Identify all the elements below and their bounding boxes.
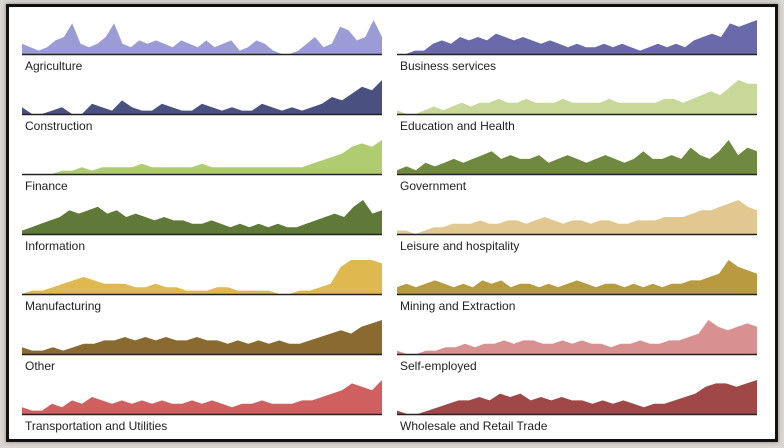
sparkline-panel: Finance bbox=[22, 136, 384, 196]
sparkline-panel: Agriculture bbox=[22, 16, 384, 76]
series-label: Self-employed bbox=[400, 359, 477, 373]
area-series bbox=[397, 80, 757, 114]
area-chart bbox=[397, 20, 757, 56]
area-chart bbox=[397, 320, 757, 356]
sparkline-panel: Education and Health bbox=[397, 76, 759, 136]
area-series bbox=[397, 320, 757, 354]
series-label: Leisure and hospitality bbox=[400, 239, 520, 253]
area-series bbox=[22, 260, 382, 294]
area-chart bbox=[397, 80, 757, 116]
series-label: Other bbox=[25, 359, 56, 373]
area-series bbox=[22, 140, 382, 174]
area-chart bbox=[22, 80, 382, 116]
area-chart bbox=[22, 20, 382, 56]
sparkline-panel: Other bbox=[22, 316, 384, 376]
area-series bbox=[397, 260, 757, 294]
series-label: Business services bbox=[400, 59, 497, 73]
area-chart bbox=[22, 200, 382, 236]
area-chart bbox=[22, 320, 382, 356]
sparkline-panel: Leisure and hospitality bbox=[397, 196, 759, 256]
sparkline-panel: Wholesale and Retail Trade bbox=[397, 376, 759, 436]
area-chart bbox=[22, 260, 382, 296]
area-series bbox=[397, 380, 757, 414]
sparkline-panel: Manufacturing bbox=[22, 256, 384, 316]
series-label: Mining and Extraction bbox=[400, 299, 516, 313]
series-label: Construction bbox=[25, 119, 93, 133]
sparkline-panel: Business services bbox=[397, 16, 759, 76]
sparkline-panel: Government bbox=[397, 136, 759, 196]
sparkline-panel: Self-employed bbox=[397, 316, 759, 376]
area-chart bbox=[397, 200, 757, 236]
sparkline-panel: Information bbox=[22, 196, 384, 256]
area-chart bbox=[397, 140, 757, 176]
sparkline-panel: Mining and Extraction bbox=[397, 256, 759, 316]
area-chart bbox=[397, 260, 757, 296]
area-chart bbox=[397, 380, 757, 416]
area-series bbox=[22, 20, 382, 54]
sparkline-panel: Construction bbox=[22, 76, 384, 136]
area-series bbox=[397, 200, 757, 234]
area-series bbox=[22, 80, 382, 114]
series-label: Agriculture bbox=[25, 59, 83, 73]
series-label: Wholesale and Retail Trade bbox=[400, 419, 548, 433]
chart-frame: Agriculture Business services Construction… bbox=[6, 4, 778, 442]
area-series bbox=[22, 320, 382, 354]
series-label: Information bbox=[25, 239, 86, 253]
area-series bbox=[397, 140, 757, 174]
series-label: Manufacturing bbox=[25, 299, 102, 313]
series-label: Government bbox=[400, 179, 467, 193]
area-chart bbox=[22, 380, 382, 416]
series-label: Finance bbox=[25, 179, 68, 193]
area-chart bbox=[22, 140, 382, 176]
sparkline-panel: Transportation and Utilities bbox=[22, 376, 384, 436]
series-label: Transportation and Utilities bbox=[25, 419, 168, 433]
area-series bbox=[22, 380, 382, 414]
area-series bbox=[22, 200, 382, 234]
area-series bbox=[397, 20, 757, 54]
series-label: Education and Health bbox=[400, 119, 515, 133]
